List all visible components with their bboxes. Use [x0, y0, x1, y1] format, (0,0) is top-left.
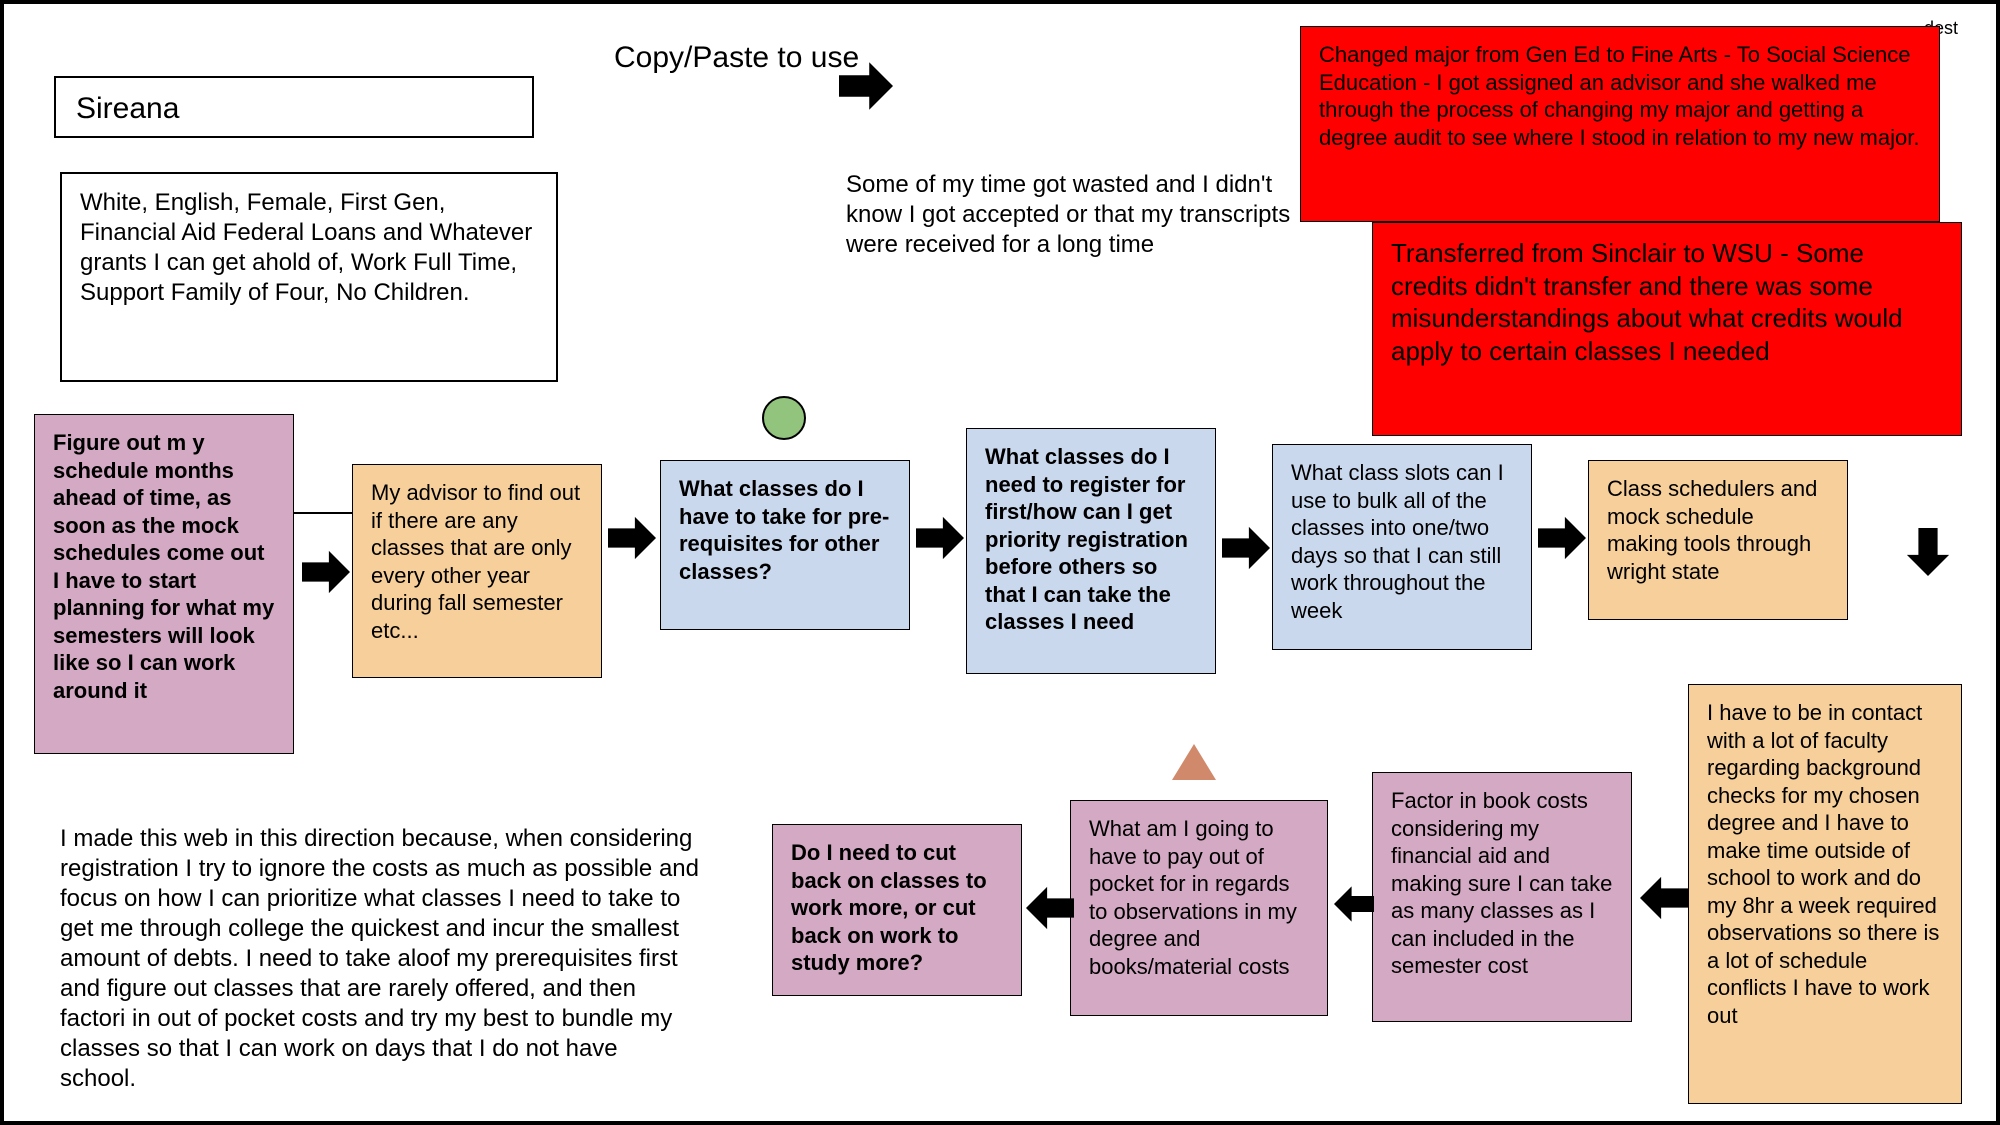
arrow-n6-n7-icon [1904, 528, 1952, 576]
node-n4: What classes do I need to register for f… [966, 428, 1216, 674]
node-n10: Do I need to cut back on classes to work… [772, 824, 1022, 996]
profile-box: White, English, Female, First Gen, Finan… [60, 172, 558, 382]
arrow-n4-n5-icon [1222, 524, 1270, 572]
node-n8: Factor in book costs considering my fina… [1372, 772, 1632, 1022]
arrow-n2-n3-icon [608, 514, 656, 562]
node-n1: Figure out m y schedule months ahead of … [34, 414, 294, 754]
node-n7: I have to be in contact with a lot of fa… [1688, 684, 1962, 1104]
arrow-n7-n8-icon [1640, 874, 1688, 922]
arrow-n9-n10-icon [1026, 884, 1074, 932]
name-box: Sireana [54, 76, 534, 138]
green-marker-icon [762, 396, 806, 440]
node-n2: My advisor to find out if there are any … [352, 464, 602, 678]
arrow-n1-n2-icon [302, 544, 350, 600]
arrow-n8-n9-icon [1334, 884, 1374, 924]
connector-line [292, 512, 354, 514]
diagram-canvas: dest Sireana Copy/Paste to use White, En… [0, 0, 2000, 1125]
copy-arrow-icon [839, 59, 893, 113]
arrow-n3-n4-icon [916, 514, 964, 562]
node-n3: What classes do I have to take for pre-r… [660, 460, 910, 630]
node-n5: What class slots can I use to bulk all o… [1272, 444, 1532, 650]
red-note-major-change: Changed major from Gen Ed to Fine Arts -… [1300, 26, 1940, 222]
arrow-n5-n6-icon [1538, 514, 1586, 562]
node-n9: What am I going to have to pay out of po… [1070, 800, 1328, 1016]
copy-paste-label: Copy/Paste to use [614, 39, 859, 77]
red-note-transfer: Transferred from Sinclair to WSU - Some … [1372, 222, 1962, 436]
node-n6: Class schedulers and mock schedule makin… [1588, 460, 1848, 620]
triangle-marker-icon [1172, 744, 1216, 780]
rationale-text: I made this web in this direction becaus… [60, 824, 700, 1094]
note-wasted-time: Some of my time got wasted and I didn't … [846, 170, 1306, 260]
